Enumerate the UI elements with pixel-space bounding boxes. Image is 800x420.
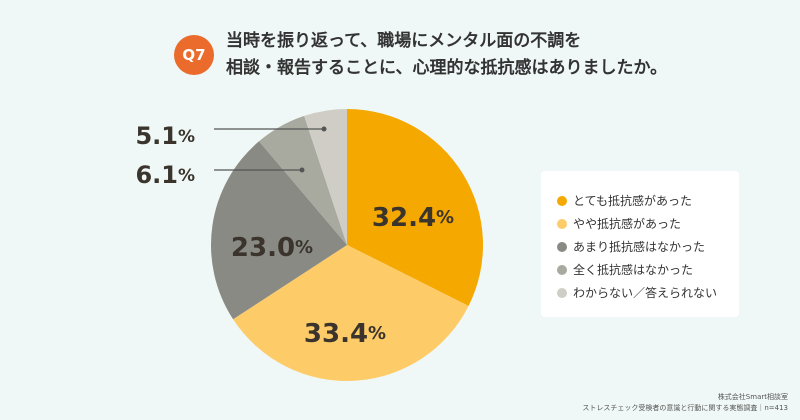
- pie-slice: [304, 109, 347, 245]
- legend: とても抵抗感があった やや抵抗感があったあまり抵抗感はなかった 全く抵抗感はなかった…: [541, 171, 739, 317]
- legend-swatch: [557, 195, 567, 206]
- source-line-1: 株式会社Smart相談室: [717, 393, 788, 401]
- pie-slice: [347, 109, 483, 306]
- data-label: 23.0%: [231, 233, 313, 263]
- legend-label: 全く抵抗感はなかった: [573, 263, 694, 277]
- pie-slice: [259, 115, 347, 245]
- legend-item: 全く抵抗感はなかった: [557, 258, 739, 281]
- legend-item: やや抵抗感があった: [557, 212, 739, 235]
- legend-swatch: [557, 264, 567, 275]
- pie-slice: [211, 141, 347, 320]
- chart-title: 当時を振り返って、職場にメンタル面の不調を 相談・報告することに、心理的な抵抗感…: [226, 28, 667, 82]
- source-note: 株式会社Smart相談室 ストレスチェック受検者の意識と行動に関する実態調査｜n…: [582, 392, 788, 414]
- legend-swatch: [557, 241, 567, 252]
- data-label: 5.1%: [135, 122, 195, 150]
- data-label: 32.4%: [372, 203, 454, 233]
- legend-label: やや抵抗感があった: [573, 217, 682, 231]
- legend-item: わからない／答えられない: [557, 281, 739, 304]
- legend-label: わからない／答えられない: [573, 286, 718, 300]
- legend-item: あまり抵抗感はなかった: [557, 235, 739, 258]
- source-line-2: ストレスチェック受検者の意識と行動に関する実態調査｜n=413: [582, 404, 788, 412]
- legend-label: とても抵抗感があった: [573, 194, 693, 208]
- question-badge: Q7: [174, 35, 214, 75]
- legend-label: あまり抵抗感はなかった: [573, 240, 706, 254]
- data-label: 33.4%: [304, 319, 386, 349]
- data-label: 6.1%: [135, 161, 195, 189]
- legend-swatch: [557, 287, 567, 298]
- title-line-1: 当時を振り返って、職場にメンタル面の不調を: [226, 31, 582, 51]
- leader-dot: [299, 167, 305, 173]
- legend-swatch: [557, 218, 567, 229]
- legend-item: とても抵抗感があった: [557, 189, 739, 212]
- pie-slice: [233, 245, 469, 381]
- leader-dot: [321, 126, 327, 132]
- title-line-2: 相談・報告することに、心理的な抵抗感はありましたか。: [226, 58, 668, 78]
